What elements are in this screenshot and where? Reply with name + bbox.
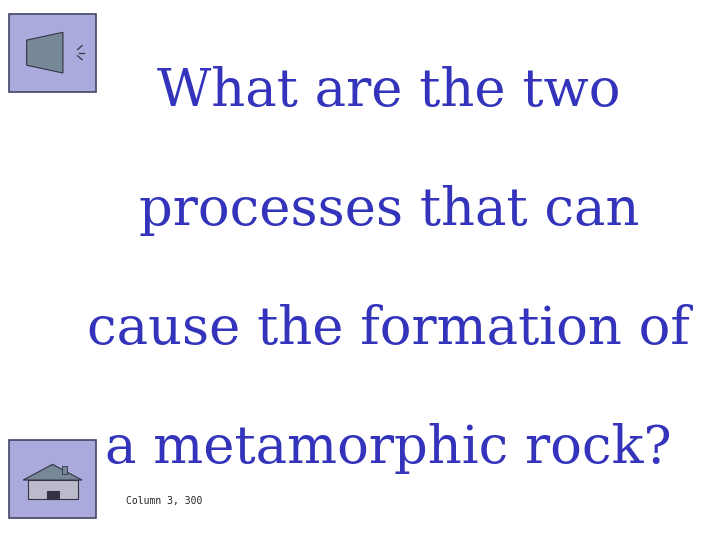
Polygon shape <box>23 464 82 480</box>
Text: cause the formation of: cause the formation of <box>87 304 690 355</box>
Polygon shape <box>27 32 63 73</box>
FancyBboxPatch shape <box>27 40 41 65</box>
Text: a metamorphic rock?: a metamorphic rock? <box>106 423 672 474</box>
FancyBboxPatch shape <box>9 14 96 92</box>
Text: What are the two: What are the two <box>157 66 621 117</box>
FancyBboxPatch shape <box>62 466 67 474</box>
FancyBboxPatch shape <box>9 440 96 518</box>
FancyBboxPatch shape <box>27 480 78 499</box>
Text: processes that can: processes that can <box>138 185 639 236</box>
FancyBboxPatch shape <box>47 490 58 499</box>
Text: Column 3, 300: Column 3, 300 <box>126 496 202 506</box>
